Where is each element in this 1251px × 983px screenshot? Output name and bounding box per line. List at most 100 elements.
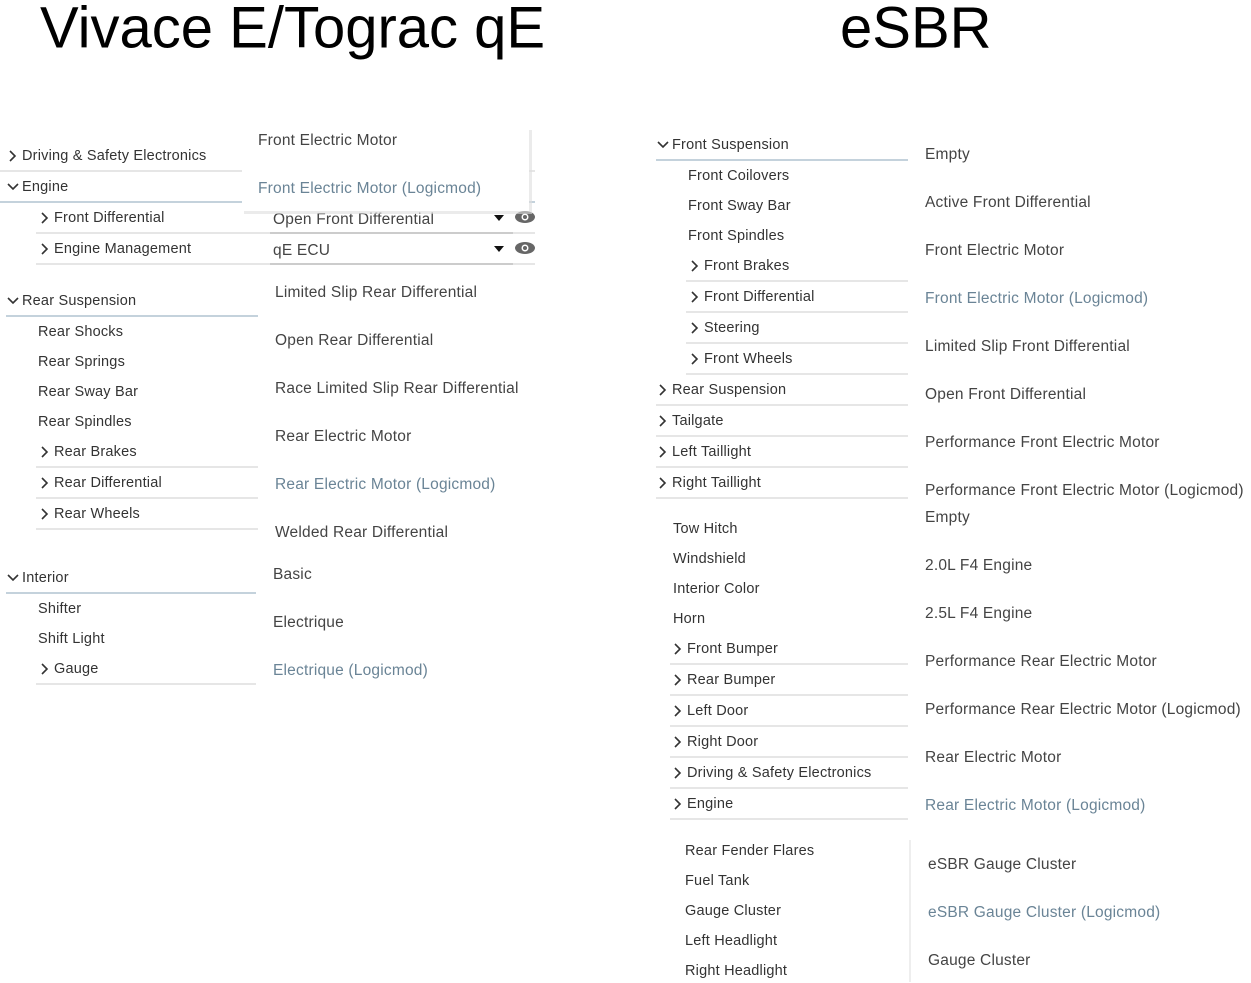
expand-toggle[interactable] <box>7 574 19 582</box>
expand-toggle[interactable] <box>41 212 49 224</box>
tree-item[interactable]: Rear Spindles <box>38 414 132 430</box>
option[interactable]: Limited Slip Rear Differential <box>275 284 477 301</box>
option[interactable]: Rear Electric Motor <box>275 428 411 445</box>
tree-item[interactable]: Rear Brakes <box>54 444 137 460</box>
tree-item[interactable]: Driving & Safety Electronics <box>22 148 207 164</box>
tree-item[interactable]: Front Brakes <box>704 258 789 274</box>
tree-item[interactable]: Tow Hitch <box>673 521 738 537</box>
expand-toggle[interactable] <box>659 477 667 489</box>
option[interactable]: eSBR Gauge Cluster (Logicmod) <box>928 904 1160 921</box>
tree-item[interactable]: Shifter <box>38 601 81 617</box>
tree-item[interactable]: Gauge <box>54 661 99 677</box>
tree-item[interactable]: Front Bumper <box>687 641 778 657</box>
tree-item[interactable]: Engine Management <box>54 241 191 257</box>
expand-toggle[interactable] <box>674 736 682 748</box>
tree-item[interactable]: Engine <box>22 179 68 195</box>
tree-item[interactable]: Rear Wheels <box>54 506 140 522</box>
tree-item[interactable]: Right Door <box>687 734 758 750</box>
expand-toggle[interactable] <box>659 384 667 396</box>
tree-item[interactable]: Windshield <box>673 551 746 567</box>
dropdown-option[interactable]: Front Electric Motor (Logicmod) <box>258 180 481 197</box>
option[interactable]: Rear Electric Motor <box>925 749 1061 766</box>
expand-toggle[interactable] <box>41 663 49 675</box>
expand-toggle[interactable] <box>691 353 699 365</box>
expand-toggle[interactable] <box>657 141 669 149</box>
expand-toggle[interactable] <box>674 798 682 810</box>
tree-item[interactable]: Right Headlight <box>685 963 787 979</box>
option[interactable]: Active Front Differential <box>925 194 1091 211</box>
expand-toggle[interactable] <box>9 150 17 162</box>
tree-item[interactable]: Rear Suspension <box>22 293 136 309</box>
tree-item[interactable]: Front Sway Bar <box>688 198 791 214</box>
tree-item[interactable]: Driving & Safety Electronics <box>687 765 872 781</box>
tree-item[interactable]: Front Suspension <box>672 137 789 153</box>
tree-item[interactable]: Rear Shocks <box>38 324 123 340</box>
option[interactable]: Performance Front Electric Motor (Logicm… <box>925 482 1244 499</box>
tree-item[interactable]: Engine <box>687 796 733 812</box>
select-value[interactable]: Open Front Differential <box>273 211 434 228</box>
expand-toggle[interactable] <box>691 322 699 334</box>
option[interactable]: Race Limited Slip Rear Differential <box>275 380 519 397</box>
tree-item[interactable]: Front Coilovers <box>688 168 789 184</box>
option[interactable]: Welded Rear Differential <box>275 524 448 541</box>
expand-toggle[interactable] <box>674 643 682 655</box>
tree-item[interactable]: Left Door <box>687 703 748 719</box>
select-caret[interactable] <box>494 246 504 252</box>
option[interactable]: eSBR Gauge Cluster <box>928 856 1076 873</box>
tree-item[interactable]: Rear Springs <box>38 354 125 370</box>
tree-item[interactable]: Interior Color <box>673 581 760 597</box>
tree-item[interactable]: Rear Suspension <box>672 382 786 398</box>
select-value[interactable]: qE ECU <box>273 242 330 259</box>
option[interactable]: 2.0L F4 Engine <box>925 557 1032 574</box>
tree-item[interactable]: Steering <box>704 320 760 336</box>
tree-item[interactable]: Rear Sway Bar <box>38 384 138 400</box>
option[interactable]: Open Front Differential <box>925 386 1086 403</box>
expand-toggle[interactable] <box>41 243 49 255</box>
expand-toggle[interactable] <box>41 508 49 520</box>
tree-item[interactable]: Tailgate <box>672 413 724 429</box>
tree-item[interactable]: Rear Fender Flares <box>685 843 814 859</box>
option[interactable]: Performance Rear Electric Motor (Logicmo… <box>925 701 1241 718</box>
expand-toggle[interactable] <box>674 705 682 717</box>
select-caret[interactable] <box>494 215 504 221</box>
tree-item[interactable]: Horn <box>673 611 705 627</box>
option[interactable]: Performance Front Electric Motor <box>925 434 1160 451</box>
option[interactable]: 2.5L F4 Engine <box>925 605 1032 622</box>
option[interactable]: Basic <box>273 566 312 583</box>
expand-toggle[interactable] <box>41 446 49 458</box>
option[interactable]: Electrique (Logicmod) <box>273 662 428 679</box>
option[interactable]: Gauge Cluster <box>928 952 1031 969</box>
tree-item[interactable]: Shift Light <box>38 631 105 647</box>
expand-toggle[interactable] <box>41 477 49 489</box>
expand-toggle[interactable] <box>659 415 667 427</box>
tree-item[interactable]: Rear Bumper <box>687 672 775 688</box>
option[interactable]: Rear Electric Motor (Logicmod) <box>925 797 1145 814</box>
tree-item[interactable]: Front Differential <box>54 210 165 226</box>
option[interactable]: Performance Rear Electric Motor <box>925 653 1157 670</box>
expand-toggle[interactable] <box>659 446 667 458</box>
expand-toggle[interactable] <box>674 674 682 686</box>
tree-item[interactable]: Right Taillight <box>672 475 761 491</box>
expand-toggle[interactable] <box>691 291 699 303</box>
expand-toggle[interactable] <box>7 183 19 191</box>
expand-toggle[interactable] <box>691 260 699 272</box>
tree-item[interactable]: Front Differential <box>704 289 815 305</box>
option[interactable]: Open Rear Differential <box>275 332 433 349</box>
tree-item[interactable]: Fuel Tank <box>685 873 750 889</box>
expand-toggle[interactable] <box>674 767 682 779</box>
option[interactable]: Electrique <box>273 614 344 631</box>
tree-item[interactable]: Interior <box>22 570 69 586</box>
expand-toggle[interactable] <box>7 297 19 305</box>
tree-item[interactable]: Rear Differential <box>54 475 162 491</box>
option[interactable]: Front Electric Motor (Logicmod) <box>925 290 1148 307</box>
option[interactable]: Rear Electric Motor (Logicmod) <box>275 476 495 493</box>
tree-item[interactable]: Front Wheels <box>704 351 793 367</box>
option[interactable]: Front Electric Motor <box>925 242 1064 259</box>
tree-item[interactable]: Left Headlight <box>685 933 777 949</box>
dropdown-option[interactable]: Front Electric Motor <box>258 132 397 149</box>
tree-item[interactable]: Front Spindles <box>688 228 784 244</box>
option[interactable]: Empty <box>925 146 970 163</box>
option[interactable]: Empty <box>925 509 970 526</box>
option[interactable]: Limited Slip Front Differential <box>925 338 1130 355</box>
tree-item[interactable]: Left Taillight <box>672 444 751 460</box>
